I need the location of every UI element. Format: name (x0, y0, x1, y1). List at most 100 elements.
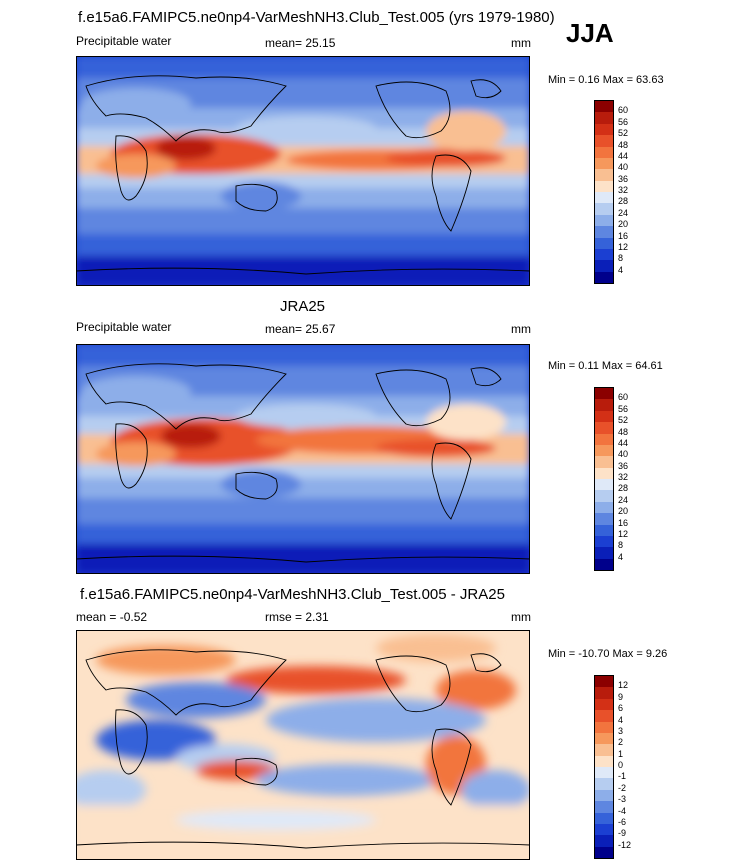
panel1-colorbar-swatch (595, 192, 613, 204)
panel1-colorbar-swatch (595, 123, 613, 136)
panel1-colorbar-tick-label: 60 (618, 105, 629, 116)
panel2-colorbar-swatch (595, 535, 613, 548)
panel2-variable-label: Precipitable water (76, 320, 172, 334)
panel2-map (76, 344, 530, 574)
panel2-colorbar-swatch (595, 479, 613, 491)
panel2-colorbar-tick-label: 36 (618, 460, 629, 471)
panel2-colorbar-swatch (595, 547, 613, 559)
panel3-colorbar-tick-label: 3 (618, 725, 624, 736)
panel1-minmax: Min = 0.16 Max = 63.63 (548, 74, 664, 86)
panel3-title: f.e15a6.FAMIPC5.ne0np4-VarMeshNH3.Club_T… (80, 586, 505, 603)
panel2-colorbar-swatch (595, 513, 613, 525)
panel3-colorbar-tick-label: -1 (618, 771, 627, 782)
panel3-colorbar-tick-label: -12 (618, 839, 632, 850)
panel1-colorbar-tick-label: 48 (618, 139, 629, 150)
panel3-colorbar-swatch (595, 823, 613, 836)
panel1-colorbar-swatch (595, 180, 613, 192)
panel2-colorbar-tick-label: 8 (618, 540, 624, 551)
panel3-colorbar-tick-label: 2 (618, 737, 624, 748)
panel3-colorbar-tick-label: 4 (618, 714, 624, 725)
panel2-colorbar-swatch (595, 524, 613, 536)
panel3-colorbar-tick-label: -4 (618, 805, 627, 816)
panel1-colorbar-swatch (595, 260, 613, 272)
panel3-colorbar-swatch (595, 698, 613, 711)
panel1-colorbar-tick-label: 40 (618, 162, 629, 173)
panel1-colorbar-swatch (595, 112, 613, 124)
panel2-colorbar-swatch (595, 490, 613, 502)
panel1-colorbar-tick-label: 52 (618, 128, 629, 139)
panel2-mean: mean= 25.67 (265, 322, 336, 336)
panel3-colorbar-swatch (595, 755, 613, 767)
panel3-colorbar-swatch (595, 778, 613, 790)
panel1-colorbar-tick-label: 8 (618, 253, 624, 264)
panel3-colorbar-swatch (595, 846, 613, 858)
panel2-colorbar-swatch (595, 388, 613, 400)
panel1-colorbar-swatch (595, 135, 613, 147)
panel3-mean: mean = -0.52 (76, 610, 148, 624)
panel2-colorbar (594, 387, 614, 571)
panel3-colorbar-tick-label: 0 (618, 760, 624, 770)
panel2-colorbar-tick-label: 12 (618, 528, 629, 539)
panel3-colorbar-swatch (595, 767, 613, 779)
panel1-colorbar-tick-label: 12 (618, 241, 629, 252)
panel3-colorbar-swatch (595, 835, 613, 847)
panel1-mean: mean= 25.15 (265, 36, 336, 50)
panel2-map-svg (76, 344, 530, 574)
panel2-colorbar-swatch (595, 444, 613, 457)
panel2-colorbar-tick-label: 24 (618, 494, 629, 505)
panel2-colorbar-tick-label: 60 (618, 392, 629, 403)
panel2-colorbar-tick-label: 52 (618, 415, 629, 426)
panel2-colorbar-swatch (595, 410, 613, 423)
panel1-colorbar-swatch (595, 226, 613, 238)
panel2-colorbar-tick-label: 40 (618, 449, 629, 460)
panel3-map-svg (76, 630, 530, 860)
panel1-variable-label: Precipitable water (76, 34, 172, 48)
panel1-colorbar-swatch (595, 248, 613, 261)
panel3-colorbar-swatch (595, 812, 613, 824)
panel1-colorbar-swatch (595, 214, 613, 227)
panel1-colorbar-swatch (595, 271, 613, 283)
panel1-colorbar-swatch (595, 203, 613, 215)
panel3-colorbar-tick-label: 6 (618, 703, 624, 714)
panel3-colorbar (594, 675, 614, 859)
panel1-colorbar-tick-label: 56 (618, 116, 629, 127)
panel3-colorbar-swatch (595, 676, 613, 688)
panel3-rmse: rmse = 2.31 (265, 610, 329, 624)
panel2-colorbar-swatch (595, 399, 613, 411)
panel3-colorbar-tick-label: -3 (618, 794, 627, 805)
panel2-colorbar-tick-label: 16 (618, 517, 629, 528)
panel2-colorbar-tick-label: 44 (618, 437, 629, 448)
run-title: f.e15a6.FAMIPC5.ne0np4-VarMeshNH3.Club_T… (78, 9, 555, 26)
panel1-colorbar-tick-label: 24 (618, 207, 629, 218)
panel2-colorbar-tick-label: 20 (618, 506, 629, 517)
panel3-colorbar-tick-label: -9 (618, 828, 627, 839)
panel1-colorbar-tick-label: 4 (618, 264, 624, 275)
panel1-colorbar-tick-label: 28 (618, 196, 629, 207)
panel3-colorbar-swatch (595, 687, 613, 699)
panel2-colorbar-tick-label: 32 (618, 472, 629, 482)
panel1-colorbar-tick-label: 36 (618, 173, 629, 184)
season-label: JJA (566, 18, 614, 48)
panel3-colorbar-swatch (595, 710, 613, 722)
panel1-colorbar-swatch (595, 146, 613, 158)
panel1-colorbar-tick-label: 44 (618, 150, 629, 161)
panel2-title: JRA25 (280, 298, 326, 315)
panel2-colorbar-swatch (595, 501, 613, 514)
panel2-minmax: Min = 0.11 Max = 64.61 (548, 360, 663, 372)
panel3-colorbar-swatch (595, 721, 613, 733)
panel1-colorbar (594, 100, 614, 284)
panel3-colorbar-swatch (595, 801, 613, 813)
panel1-colorbar-swatch (595, 157, 613, 170)
panel2-colorbar-tick-label: 28 (618, 483, 629, 494)
panel2-colorbar-tick-label: 4 (618, 551, 624, 562)
panel2-colorbar-swatch (595, 467, 613, 479)
panel1-colorbar-swatch (595, 237, 613, 249)
panel1-colorbar-tick-label: 20 (618, 219, 629, 230)
panel1-map (76, 56, 530, 286)
panel3-colorbar-tick-label: -2 (618, 782, 627, 793)
panel3-colorbar-swatch (595, 744, 613, 756)
panel2-colorbar-tick-label: 56 (618, 403, 629, 414)
panel3-colorbar-tick-label: -6 (618, 816, 627, 827)
panel3-colorbar-tick-label: 1 (618, 748, 624, 759)
panel2-colorbar-tick-label: 48 (618, 426, 629, 437)
